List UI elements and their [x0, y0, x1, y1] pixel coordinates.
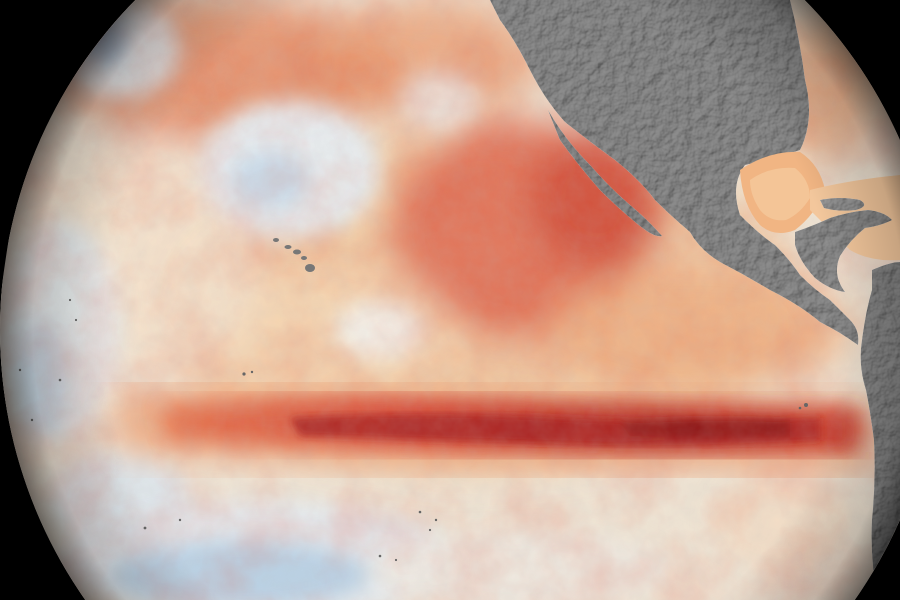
- space-corner-left: [0, 0, 110, 300]
